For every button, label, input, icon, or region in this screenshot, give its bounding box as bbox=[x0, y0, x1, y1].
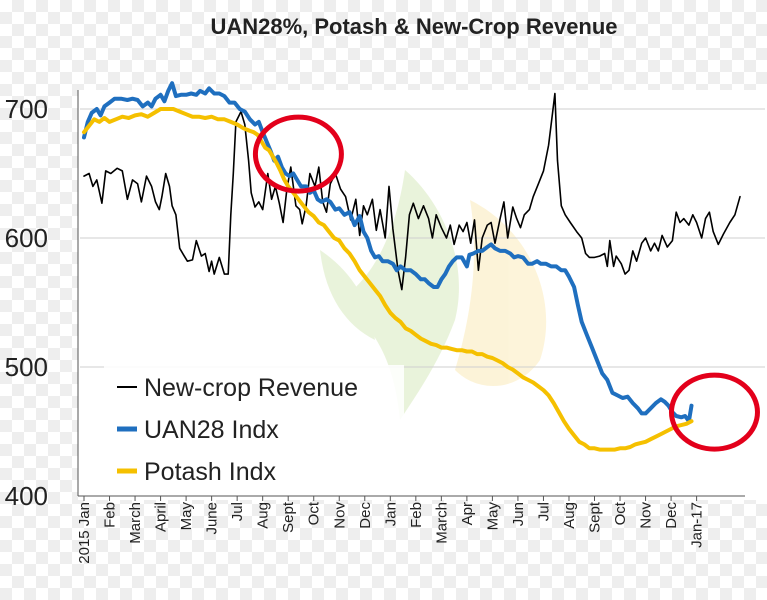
series-line-new-crop-revenue bbox=[83, 92, 741, 291]
x-tick-label: Aug bbox=[255, 502, 272, 529]
legend-background bbox=[104, 365, 404, 490]
x-tick-label: May bbox=[178, 502, 195, 531]
legend: New-crop Revenue UAN28 Indx Potash Indx bbox=[104, 365, 404, 490]
x-tick-label: Dec bbox=[663, 502, 680, 529]
series-lines bbox=[82, 81, 741, 452]
annotation-circles bbox=[252, 114, 760, 452]
series-line-potash-indx bbox=[82, 107, 694, 452]
y-tick-label-400: 400 bbox=[5, 481, 48, 511]
chart-title: UAN28%, Potash & New-Crop Revenue bbox=[210, 14, 617, 39]
x-tick-label: Feb bbox=[102, 502, 119, 528]
y-tick-label-600: 600 bbox=[5, 223, 48, 253]
highlight-circle-1 bbox=[252, 114, 344, 194]
x-tick-label: Feb bbox=[408, 502, 425, 528]
x-tick-label: May bbox=[484, 502, 501, 531]
x-tick-label: Apr bbox=[459, 502, 476, 525]
x-tick-label: March bbox=[127, 502, 144, 544]
highlight-circle-2 bbox=[668, 372, 760, 452]
x-tick-label: Jul bbox=[229, 502, 246, 521]
x-tick-label: June bbox=[204, 502, 221, 535]
legend-label: New-crop Revenue bbox=[144, 374, 358, 402]
legend-label: Potash Indx bbox=[144, 458, 277, 486]
x-tick-label: Oct bbox=[306, 501, 323, 525]
x-tick-label: Jan-17 bbox=[689, 502, 706, 548]
y-tick-labels: 400 500 600 700 bbox=[5, 94, 48, 511]
series-line-uan28-indx bbox=[82, 81, 694, 424]
x-tick-label: Jan bbox=[382, 502, 399, 526]
x-tick-label: Nov bbox=[638, 502, 655, 529]
legend-label: UAN28 Indx bbox=[144, 416, 279, 444]
x-tick-label: Jun bbox=[510, 502, 527, 526]
x-tick-label: Sept bbox=[587, 501, 604, 533]
y-tick-label-700: 700 bbox=[5, 94, 48, 124]
x-tick-label: Dec bbox=[357, 502, 374, 529]
x-tick-label: March bbox=[433, 502, 450, 544]
x-tick-label: 2015 Jan bbox=[76, 502, 93, 564]
x-tick-label: Aug bbox=[561, 502, 578, 529]
y-tick-label-500: 500 bbox=[5, 352, 48, 382]
axes bbox=[77, 90, 745, 497]
x-tick-label: April bbox=[153, 502, 170, 532]
watermark-logo bbox=[320, 170, 547, 420]
x-tick-label: Jul bbox=[535, 502, 552, 521]
x-tick-label: Sept bbox=[280, 501, 297, 533]
x-tick-labels: 2015 Jan Feb March April May June Jul Aug Sept Oc… bbox=[76, 496, 706, 564]
x-tick-label: Nov bbox=[331, 502, 348, 529]
x-tick-label: Oct bbox=[612, 501, 629, 525]
